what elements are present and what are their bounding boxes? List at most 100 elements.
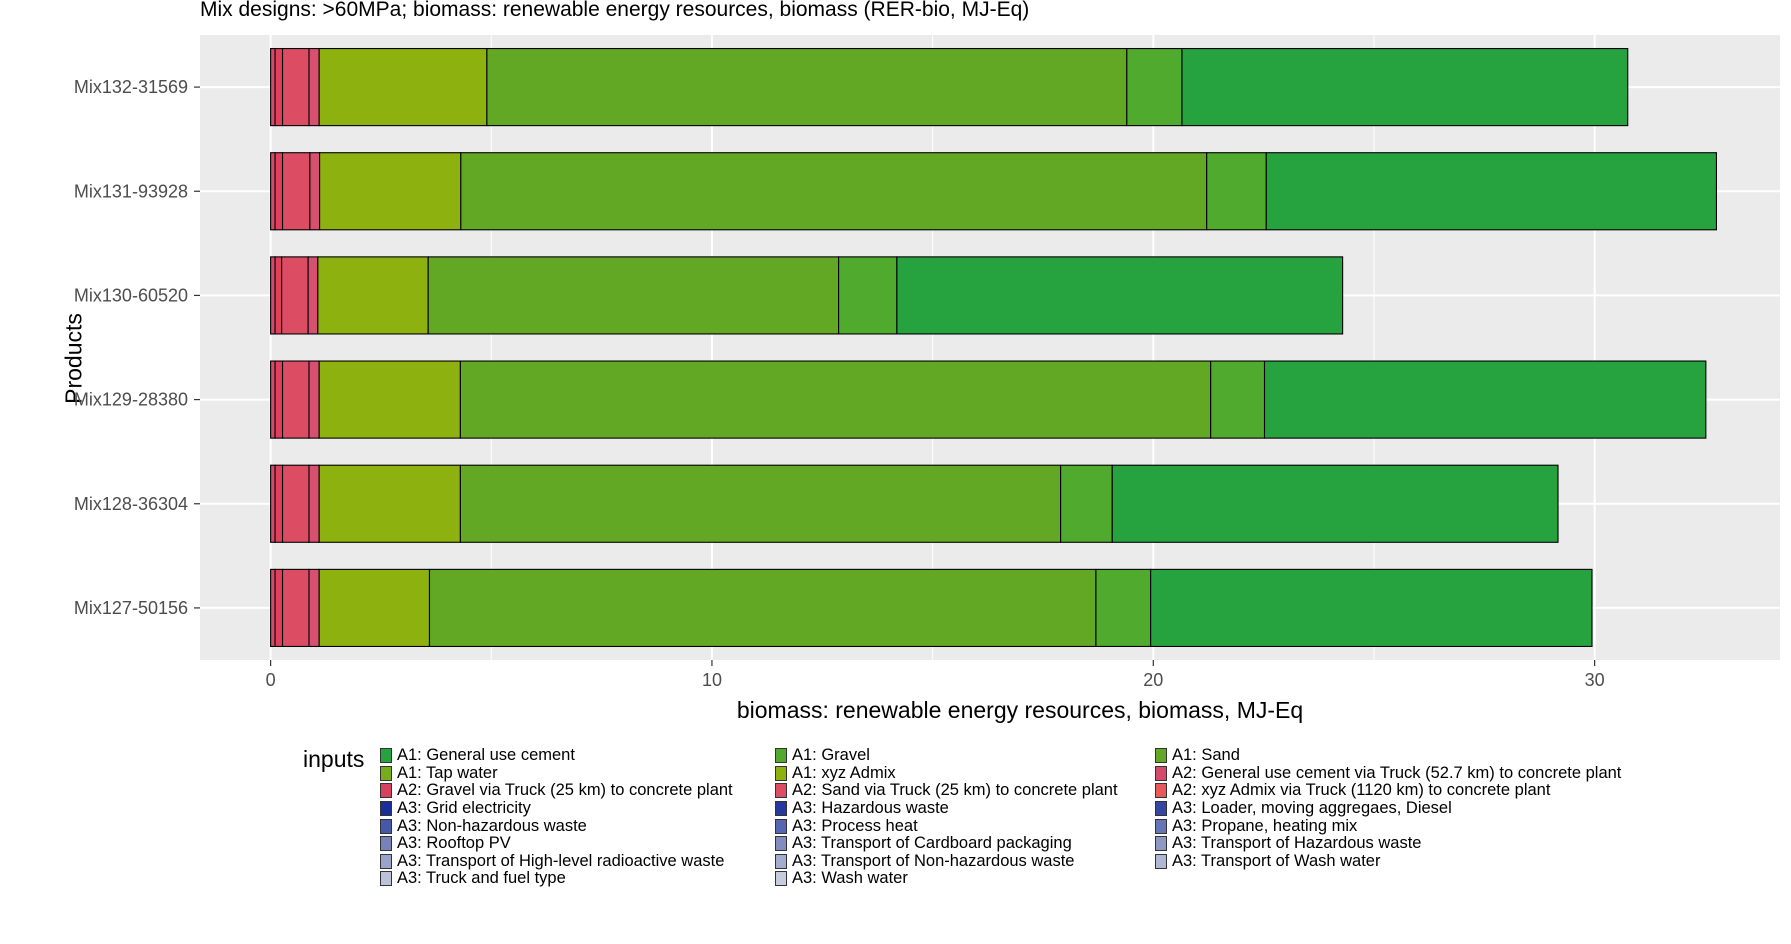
legend-label: A3: Loader, moving aggregaes, Diesel: [1172, 799, 1452, 818]
legend-swatch: [380, 836, 392, 852]
legend-label: A3: Truck and fuel type: [397, 869, 566, 888]
bar-segment: [281, 47, 310, 127]
legend-label: A3: Transport of Wash water: [1172, 851, 1381, 870]
legend-item: A1: Gravel: [775, 747, 870, 765]
legend-item: A3: Wash water: [775, 870, 908, 888]
legend-swatch: [775, 765, 787, 781]
legend-swatch: [1155, 801, 1167, 817]
x-tick-label: 10: [702, 670, 722, 690]
bar-segment: [1181, 47, 1629, 127]
legend-item: A3: Transport of Non-hazardous waste: [775, 852, 1074, 871]
bar-segment: [838, 256, 898, 335]
bar-segment: [281, 256, 309, 335]
y-tick-label: Mix128-36304: [74, 494, 188, 514]
bar-segment: [274, 47, 284, 127]
legend-label: A1: xyz Admix: [792, 763, 896, 782]
legend-label: A3: Grid electricity: [397, 799, 531, 818]
bar-segment: [274, 464, 284, 543]
legend-swatch: [380, 783, 392, 799]
legend-label: A1: Gravel: [792, 746, 870, 765]
legend-label: A3: Hazardous waste: [792, 799, 949, 818]
bar-segment: [319, 152, 462, 231]
x-tick-label: 0: [266, 670, 276, 690]
bar-segment: [318, 47, 488, 127]
legend-swatch: [1155, 853, 1167, 869]
legend-label: A3: Wash water: [792, 869, 908, 888]
x-tick-label: 20: [1143, 670, 1163, 690]
bar-segment: [486, 47, 1128, 127]
bar-segment: [270, 568, 276, 648]
x-tick-label: 30: [1585, 670, 1605, 690]
bar-segment: [1206, 152, 1267, 231]
legend-swatch: [380, 765, 392, 781]
bar-segment: [308, 360, 320, 439]
bar-segment: [459, 360, 1212, 439]
legend-label: A3: Transport of Hazardous waste: [1172, 834, 1422, 853]
legend-label: A3: Transport of High-level radioactive …: [397, 851, 725, 870]
legend-label: A3: Propane, heating mix: [1172, 816, 1358, 835]
legend-item: A3: Process heat: [775, 817, 918, 835]
bar-segment: [281, 360, 310, 439]
x-axis-title: biomass: renewable energy resources, bio…: [736, 697, 1304, 723]
bar-segment: [308, 568, 320, 648]
legend-swatch: [775, 871, 787, 887]
legend-label: A1: Tap water: [397, 763, 498, 782]
bar-segment: [1095, 568, 1152, 648]
legend-swatch: [1155, 818, 1167, 834]
legend-item: A3: Loader, moving aggregaes, Diesel: [1155, 800, 1452, 818]
bar-segment: [1150, 568, 1593, 648]
legend-label: A2: xyz Admix via Truck (1120 km) to con…: [1172, 781, 1551, 800]
legend-item: A1: General use cement: [380, 747, 575, 765]
legend-item: A2: General use cement via Truck (52.7 k…: [1155, 763, 1622, 783]
legend-swatch: [775, 748, 787, 764]
legend-item: A1: xyz Admix: [775, 763, 896, 783]
bar-segment: [281, 464, 310, 543]
legend-label: A2: General use cement via Truck (52.7 k…: [1172, 763, 1622, 782]
legend-item: A3: Grid electricity: [380, 800, 531, 818]
bar-segment: [1060, 464, 1113, 543]
legend-swatch: [1155, 836, 1167, 852]
bar-segment: [308, 464, 320, 543]
legend-label: A3: Process heat: [792, 816, 918, 835]
legend-swatch: [380, 818, 392, 834]
legend-label: A2: Sand via Truck (25 km) to concrete p…: [792, 781, 1118, 800]
bar-segment: [270, 360, 276, 439]
legend-label: A3: Non-hazardous waste: [397, 816, 587, 835]
legend-item: A2: Gravel via Truck (25 km) to concrete…: [380, 782, 733, 800]
legend-title: inputs: [303, 746, 365, 772]
bar-segment: [270, 47, 276, 127]
legend-item: A1: Sand: [1155, 747, 1240, 765]
bar-segment: [1111, 464, 1559, 543]
bar-segment: [309, 152, 321, 231]
legend-item: A3: Transport of High-level radioactive …: [380, 851, 725, 871]
legend-swatch: [380, 748, 392, 764]
bars: [270, 47, 1717, 648]
bar-segment: [274, 152, 284, 231]
legend-swatch: [775, 836, 787, 852]
bar-segment: [1263, 360, 1707, 439]
plot-panel: [200, 35, 1780, 660]
legend-swatch: [775, 853, 787, 869]
bar-segment: [1265, 152, 1717, 231]
bar-segment: [317, 256, 429, 335]
bar-segment: [307, 256, 319, 335]
legend-label: A3: Transport of Cardboard packaging: [792, 834, 1072, 853]
bar-segment: [270, 152, 276, 231]
legend-swatch: [1155, 765, 1167, 781]
legend-item: A3: Propane, heating mix: [1155, 817, 1357, 835]
y-tick-label: Mix130-60520: [74, 285, 188, 305]
bar-segment: [460, 152, 1208, 231]
bar-segment: [896, 256, 1344, 335]
y-tick-label: Mix131-93928: [74, 181, 188, 201]
legend-label: A1: General use cement: [397, 746, 575, 765]
bar-segment: [318, 464, 461, 543]
legend-item: A2: xyz Admix via Truck (1120 km) to con…: [1155, 782, 1550, 800]
legend-swatch: [775, 783, 787, 799]
legend-label: A3: Rooftop PV: [397, 834, 511, 853]
legend-swatch: [775, 801, 787, 817]
legend-item: A3: Hazardous waste: [775, 800, 949, 818]
axes: 0 10 20 30 Mix132-31569 Mix131-93928 Mix130-60…: [74, 77, 1605, 690]
legend-item: A3: Transport of Wash water: [1155, 851, 1381, 871]
bar-segment: [270, 256, 276, 335]
